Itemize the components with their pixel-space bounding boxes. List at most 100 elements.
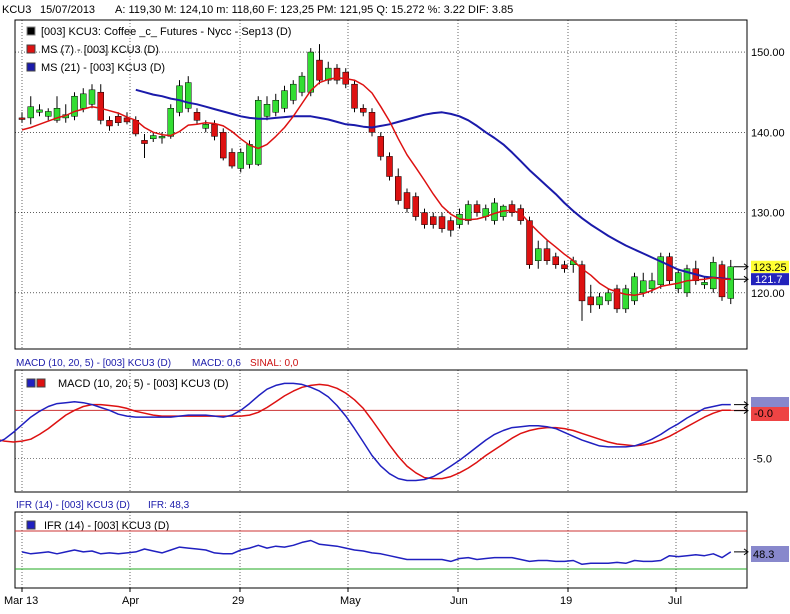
macd-last-labels: -0.0 xyxy=(734,397,789,421)
ifr-header-name: IFR (14) - [003] KCU3 (D) xyxy=(16,500,130,511)
x-tick-label: 29 xyxy=(232,595,244,607)
macd-arrow-icon xyxy=(734,401,749,414)
candle-body xyxy=(18,117,26,120)
candle-body xyxy=(552,256,559,265)
candle-body xyxy=(657,256,664,286)
candle-body xyxy=(53,108,61,121)
macd-legend: MACD (10, 20, 5) - [003] KCU3 (D) xyxy=(26,378,229,390)
legend-price-text: [003] KCU3: Coffee _c_ Futures - Nycc - … xyxy=(41,26,291,38)
signal-line xyxy=(0,383,731,480)
candle-body xyxy=(386,156,393,177)
candle-body xyxy=(543,248,551,261)
macd-last-box-red xyxy=(751,407,789,421)
candle-body xyxy=(675,272,682,290)
macd-line xyxy=(0,382,731,482)
last-price-label: 123.25 xyxy=(753,262,787,274)
header-fields: A: 119,30 M: 124,10 m: 118,60 F: 123,25 … xyxy=(115,4,513,16)
candle-body xyxy=(141,140,148,144)
ifr-panel-frame xyxy=(14,511,748,589)
price-y-tick-label: 140.00 xyxy=(751,127,785,139)
ifr-blue-square-icon xyxy=(26,520,36,530)
candle-body xyxy=(106,120,113,127)
macd-last-box-blue xyxy=(751,397,789,407)
macd-plot xyxy=(0,382,747,482)
candle-body xyxy=(272,99,279,113)
ifr-last-labels: 48.3 xyxy=(734,546,789,562)
candle-body xyxy=(710,262,717,290)
ifr-plot xyxy=(15,530,747,570)
macd-panel-frame xyxy=(14,369,748,493)
macd-header-name: MACD (10, 20, 5) - [003] KCU3 (D) xyxy=(16,358,171,369)
x-tick-label: May xyxy=(340,595,361,607)
candle-body xyxy=(307,51,314,93)
candle-body xyxy=(185,82,192,109)
candle-body xyxy=(395,176,402,201)
candle-body xyxy=(27,106,34,119)
candle-body xyxy=(158,136,166,139)
ifr-last-box xyxy=(751,546,789,562)
macd-header-value: MACD: 0,6 xyxy=(192,358,241,369)
candle-body xyxy=(613,288,621,310)
candle-body xyxy=(535,248,542,261)
ifr-line xyxy=(21,539,732,566)
price-y-tick-label: 150.00 xyxy=(751,47,785,59)
price-y-tick-label: 130.00 xyxy=(751,208,785,220)
candle-body xyxy=(150,135,157,140)
price-plot xyxy=(18,44,734,321)
price-legend: [003] KCU3: Coffee _c_ Futures - Nycc - … xyxy=(26,26,291,74)
x-tick-label: Apr xyxy=(122,595,139,607)
candle-body xyxy=(403,192,411,209)
candle-body xyxy=(368,112,376,133)
candle-body xyxy=(508,204,516,213)
candle-body xyxy=(421,212,428,225)
candle-body xyxy=(596,296,603,306)
candle-body xyxy=(255,99,262,165)
candle-body xyxy=(220,132,227,159)
legend-ms7-text: MS (7) - [003] KCU3 (D) xyxy=(41,44,159,56)
candle-body xyxy=(115,116,122,123)
candle-body xyxy=(246,144,253,165)
ms7-line xyxy=(21,77,731,296)
candle-body xyxy=(465,204,472,221)
candle-body xyxy=(605,292,612,302)
red-square-icon xyxy=(26,44,36,54)
macd-last-label: -0.0 xyxy=(754,408,773,420)
ifr-header-value: IFR: 48,3 xyxy=(148,500,190,511)
macd-y-tick-label: -5.0 xyxy=(753,453,772,465)
ifr-header: IFR (14) - [003] KCU3 (D) IFR: 48,3 xyxy=(16,500,190,511)
legend-ms21-text: MS (21) - [003] KCU3 (D) xyxy=(41,62,165,74)
price-y-tick-label: 120.00 xyxy=(751,288,785,300)
candle-body xyxy=(211,124,218,137)
blue-square-icon xyxy=(26,62,36,72)
candle-body xyxy=(491,202,498,221)
candle-body xyxy=(316,59,323,81)
macd-legend-text: MACD (10, 20, 5) - [003] KCU3 (D) xyxy=(58,378,229,390)
candle-body xyxy=(640,280,647,294)
price-y-axis: 120.00 130.00 140.00 150.00 xyxy=(751,47,785,300)
candle-body xyxy=(631,276,638,302)
macd-red-square-icon xyxy=(36,378,46,388)
candle-body xyxy=(360,108,367,113)
candle-body xyxy=(71,95,78,117)
header-symbol: KCU3 xyxy=(2,4,31,16)
ifr-last-label: 48.3 xyxy=(753,549,774,561)
candle-body xyxy=(447,220,454,231)
candle-body xyxy=(193,112,201,121)
candle-body xyxy=(290,83,297,101)
candle-body xyxy=(167,108,174,137)
macd-y-axis: -5.0 xyxy=(753,453,772,465)
candle-body xyxy=(377,136,384,157)
candle-body xyxy=(473,204,481,213)
last-price-box xyxy=(751,260,789,273)
x-axis: Mar 13 Apr 29 May Jun 19 Jul xyxy=(4,588,682,607)
ifr-legend: IFR (14) - [003] KCU3 (D) xyxy=(26,520,169,532)
candle-body xyxy=(237,152,244,169)
candle-body xyxy=(517,208,524,221)
candle-body xyxy=(412,196,419,217)
black-square-icon xyxy=(26,26,36,36)
candle-body xyxy=(228,152,236,167)
candle-body xyxy=(438,216,446,229)
candle-body xyxy=(648,280,656,290)
header: KCU3 15/07/2013 A: 119,30 M: 124,10 m: 1… xyxy=(2,4,513,16)
